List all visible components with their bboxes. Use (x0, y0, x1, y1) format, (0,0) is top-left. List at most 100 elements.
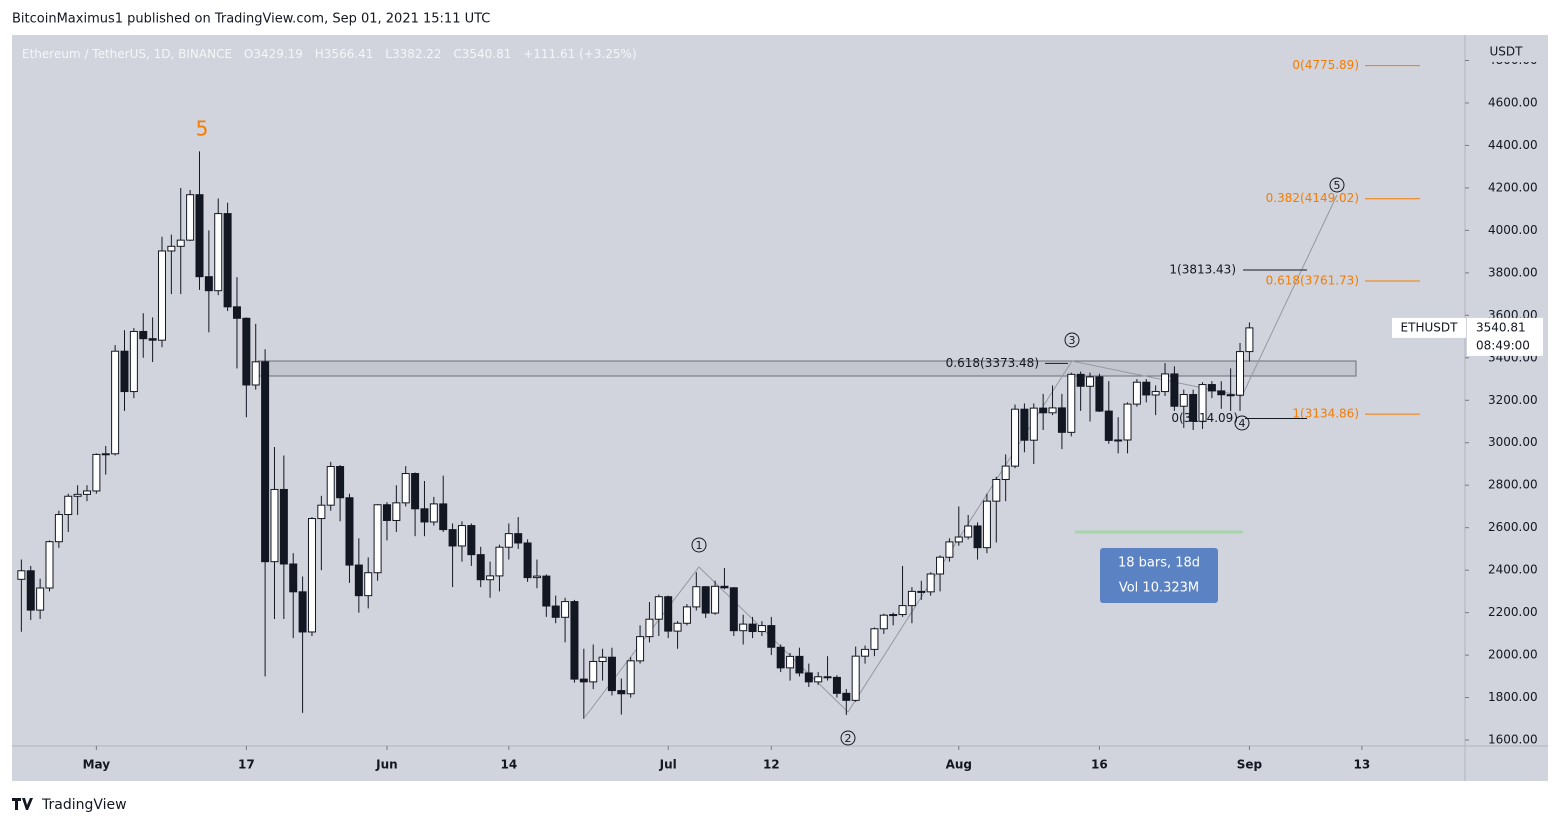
candle-body (111, 350, 120, 455)
candle-body (195, 194, 204, 278)
candle-body (495, 546, 504, 577)
fib-label: 1(3813.43) (1169, 262, 1236, 276)
candle-body (411, 473, 420, 510)
candle-body (954, 536, 963, 543)
candle-body (382, 504, 391, 521)
candle-body (561, 601, 570, 618)
x-tick-label: 16 (1091, 758, 1108, 772)
ohlc-letter: C (453, 47, 461, 61)
wave-circle (1329, 177, 1345, 193)
candle-body (589, 660, 598, 683)
y-tick-label: 4200.00 (1488, 180, 1538, 194)
ohlc-letter: H (315, 47, 324, 61)
x-tick-label: Sep (1237, 758, 1263, 772)
candle-body (457, 525, 466, 547)
candle-body (167, 245, 176, 252)
candle-body (17, 570, 26, 580)
candle-body (682, 606, 691, 624)
candle-body (1001, 465, 1010, 480)
wave-label: 2 (845, 732, 852, 745)
ohlc-value: 3540.81 (462, 47, 512, 61)
candle-body (364, 572, 373, 597)
measure-volume: Vol 10.323M (1119, 581, 1199, 596)
wave-circle (1064, 332, 1080, 348)
candle-body (1217, 390, 1226, 396)
fib-label: 1(3134.86) (1292, 407, 1359, 421)
candle-body (36, 587, 45, 611)
candle-body (598, 656, 607, 662)
candle-body (1020, 408, 1029, 441)
candle-body (504, 533, 513, 548)
y-tick-label: 2400.00 (1488, 563, 1538, 577)
unit-bg (1470, 40, 1544, 62)
candle-body (439, 503, 448, 531)
candle-body (261, 361, 270, 563)
fib-label: 0(4775.89) (1292, 58, 1359, 72)
candle-body (139, 330, 148, 340)
candle-body (429, 503, 438, 523)
wave-4: 4 (1234, 415, 1250, 431)
candle-body (1207, 384, 1216, 392)
candle-body (1076, 373, 1085, 387)
candle-body (392, 502, 401, 521)
wave-5: 5 (1329, 177, 1345, 193)
candle-body (1123, 403, 1132, 441)
candle-body (523, 542, 532, 579)
y-tick-label: 2000.00 (1488, 648, 1538, 662)
candle-body (54, 514, 63, 543)
candle-body (757, 625, 766, 633)
candle-body (729, 587, 738, 632)
candle-body (354, 564, 363, 597)
candle-body (917, 590, 926, 593)
candle-body (673, 622, 682, 632)
candles (17, 151, 1254, 719)
candle-body (204, 276, 213, 292)
x-tick-label: 12 (763, 758, 780, 772)
candle-body (701, 586, 710, 614)
candle-body (101, 453, 110, 456)
candle-body (654, 596, 663, 620)
candle-body (1132, 381, 1141, 405)
symbol: Ethereum / TetherUS, 1D, BINANCE (22, 47, 232, 61)
candle-body (26, 570, 35, 611)
candle-body (861, 648, 870, 657)
candle-body (1011, 408, 1020, 467)
legend: Ethereum / TetherUS, 1D, BINANCE O3429.1… (22, 47, 637, 61)
ohlc-value: 3382.22 (392, 47, 442, 61)
brand: TradingView (41, 797, 127, 813)
resistance-zone (257, 360, 1357, 377)
fib-label: 0(3114.09) (1171, 411, 1238, 425)
x-tick-label: 13 (1354, 758, 1371, 772)
y-tick-label: 3800.00 (1488, 265, 1538, 279)
candle-body (607, 656, 616, 692)
candle-body (1151, 391, 1160, 396)
candle-body (1104, 410, 1113, 441)
symbol-tag: ETHUSDT (1401, 320, 1459, 334)
candle-body (626, 660, 635, 695)
x-tick-label: May (83, 758, 111, 772)
y-tick-label: 2200.00 (1488, 605, 1538, 619)
x-tick-label: Jul (659, 758, 677, 772)
candle-body (898, 605, 907, 616)
ohlc-value: 3429.19 (253, 47, 303, 61)
candle-body (420, 508, 429, 523)
candle-body (1142, 381, 1151, 396)
candle-body (851, 655, 860, 701)
candle-body (345, 497, 354, 566)
candle-body (1086, 376, 1095, 387)
candle-body (945, 541, 954, 558)
candle-body (1161, 373, 1170, 393)
change: +111.61 (+3.25%) (523, 47, 636, 61)
candle-body (73, 493, 82, 497)
candle-body (617, 690, 626, 695)
candle-body (486, 575, 495, 581)
candle-body (748, 623, 757, 633)
wave-path (584, 194, 1338, 718)
candle-body (129, 330, 138, 393)
candle-body (992, 478, 1001, 502)
candle-body (1179, 394, 1188, 407)
candle-body (795, 655, 804, 674)
wave-label: 3 (1069, 334, 1076, 347)
wave-label: 1 (696, 539, 703, 552)
